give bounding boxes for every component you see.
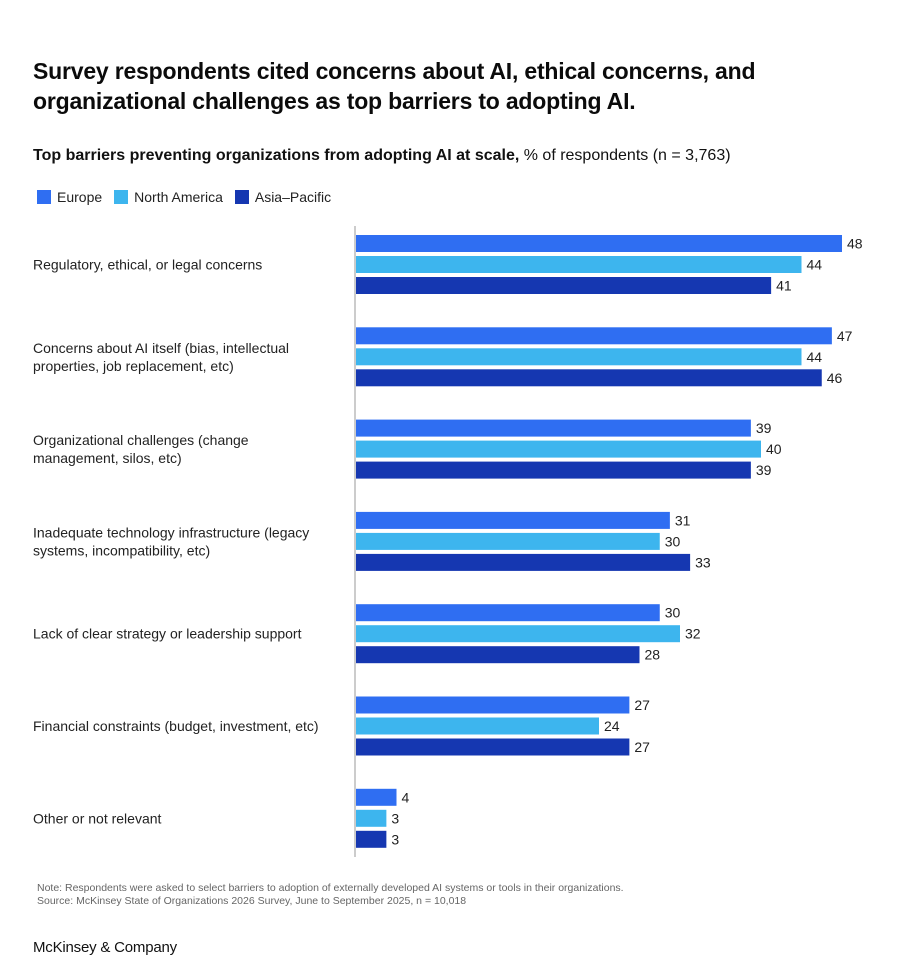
category-label: management, silos, etc) [33,450,182,466]
bar-value-label: 28 [645,647,661,663]
legend-swatch-europe [37,190,51,204]
chart-subtitle: Top barriers preventing organizations fr… [33,145,873,167]
category-label: Inadequate technology infrastructure (le… [33,524,309,540]
note-text: Note: Respondents were asked to select b… [37,882,624,894]
bar [356,235,842,252]
bar [356,646,640,664]
legend-label-europe: Europe [57,189,103,205]
category-label: Organizational challenges (change [33,432,249,448]
legend-item-asia-pacific: Asia–Pacific [234,189,332,205]
bar-value-label: 3 [391,831,399,847]
bar-value-label: 27 [634,697,650,713]
bar-value-label: 33 [695,554,711,570]
legend-label-asia-pacific: Asia–Pacific [254,189,332,205]
bar-value-label: 32 [685,626,701,642]
source-text: Source: McKinsey State of Organizations … [37,895,467,907]
category-label: Concerns about AI itself (bias, intellec… [33,340,289,356]
bar [356,327,832,345]
bar-value-label: 44 [807,257,823,273]
bar [356,419,751,437]
bar [356,717,599,735]
bar-value-label: 30 [665,605,681,621]
bar [356,256,802,273]
legend-item-north-america: North America [114,189,223,205]
category-label: properties, job replacement, etc) [33,358,234,374]
bar [356,532,660,550]
bar [356,830,387,848]
category-label: Lack of clear strategy or leadership sup… [33,626,302,642]
bar-value-label: 24 [604,718,620,734]
category-label: Financial constraints (budget, investmen… [33,718,319,734]
bar-value-label: 31 [675,512,691,528]
bar-value-label: 40 [766,441,782,457]
bar-value-label: 47 [837,328,853,344]
bar [356,277,772,294]
legend-item-europe: Europe [37,189,102,205]
bar [356,696,630,714]
category-label: systems, incompatibility, etc) [33,542,210,558]
legend-label-north-america: North America [134,189,223,205]
legend-swatch-asia-pacific [234,190,249,204]
brand-logo-text: McKinsey & Company [33,939,177,956]
bar [356,553,691,571]
bar-value-label: 48 [847,236,863,252]
bar [356,604,660,622]
bar-value-label: 44 [807,349,823,365]
subtitle-rest: % of respondents (n = 3,763) [519,147,731,164]
legend: Europe North America Asia–Pacific [37,189,343,205]
bar-value-label: 39 [756,420,772,436]
bar-value-label: 39 [756,462,772,478]
legend-swatch-north-america [114,190,129,204]
bar [356,625,680,643]
bar [356,348,802,366]
bar [356,369,822,387]
bar [356,511,670,529]
chart-title: Survey respondents cited concerns about … [33,58,756,114]
category-label: Regulatory, ethical, or legal concerns [33,257,262,273]
bar [356,788,397,806]
bar-value-label: 46 [827,370,843,386]
bar-value-label: 27 [634,739,650,755]
subtitle-bold: Top barriers preventing organizations fr… [33,147,520,164]
chart-note: Note: Respondents were asked to select b… [37,882,857,908]
bar-value-label: 30 [665,533,681,549]
category-label: Other or not relevant [33,810,162,826]
bar-value-label: 4 [402,789,410,805]
bar [356,809,387,827]
bar [356,461,751,479]
bar [356,738,630,756]
bar-value-label: 3 [391,810,399,826]
bar [356,440,761,458]
bar-value-label: 41 [776,278,792,294]
